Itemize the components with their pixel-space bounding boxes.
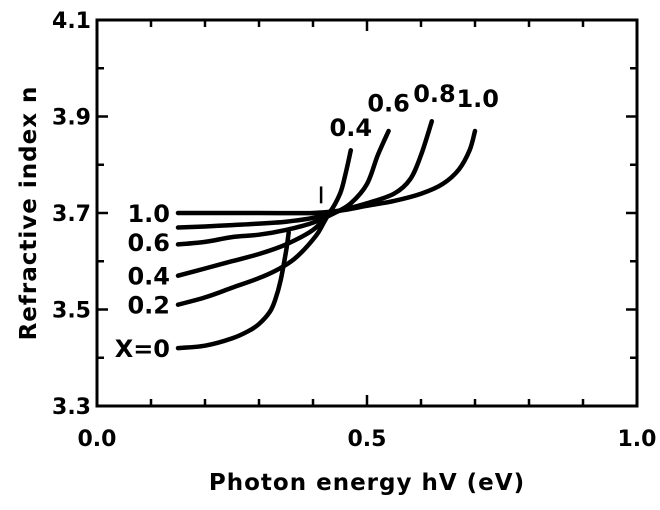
- curve-label-left: 0.6: [127, 229, 170, 257]
- y-tick-label: 3.9: [52, 106, 91, 131]
- curve-labels: 1.00.60.40.2X=00.40.6 0.8 1.0: [115, 80, 499, 363]
- curve-label-top: 0.6: [367, 90, 410, 118]
- curve-label-top: 0.4: [330, 114, 373, 142]
- curves: [175, 119, 478, 351]
- x-tick-label: 1.0: [618, 427, 657, 452]
- curve-label-left: 0.2: [127, 292, 170, 320]
- y-tick-label: 4.1: [52, 9, 91, 34]
- axis-tick-labels: 0.0 0.5 1.0 3.3 3.5 3.7 3.9 4.1: [52, 9, 656, 452]
- curve-label-left: X=0: [115, 335, 170, 363]
- axis-ticks: [95, 18, 639, 408]
- curve-label-top: 0.8: [413, 80, 456, 108]
- curve-x-0-6: [175, 128, 391, 247]
- y-tick-label: 3.3: [52, 395, 91, 420]
- y-axis-title: Refractive index n: [16, 86, 42, 341]
- curve-x-0-2: [175, 210, 332, 307]
- curve-label-top: 1.0: [456, 85, 499, 113]
- y-tick-label: 3.7: [52, 202, 91, 227]
- x-tick-label: 0.5: [348, 427, 387, 452]
- curve-label-left: 1.0: [127, 200, 170, 228]
- curve-x-0-4: [175, 148, 354, 278]
- curve-label-left: 0.4: [127, 263, 170, 291]
- curve-x-1-0: [175, 128, 478, 216]
- y-tick-label: 3.5: [52, 299, 91, 324]
- x-tick-label: 0.0: [78, 427, 117, 452]
- x-axis-title: Photon energy hV (eV): [209, 470, 525, 496]
